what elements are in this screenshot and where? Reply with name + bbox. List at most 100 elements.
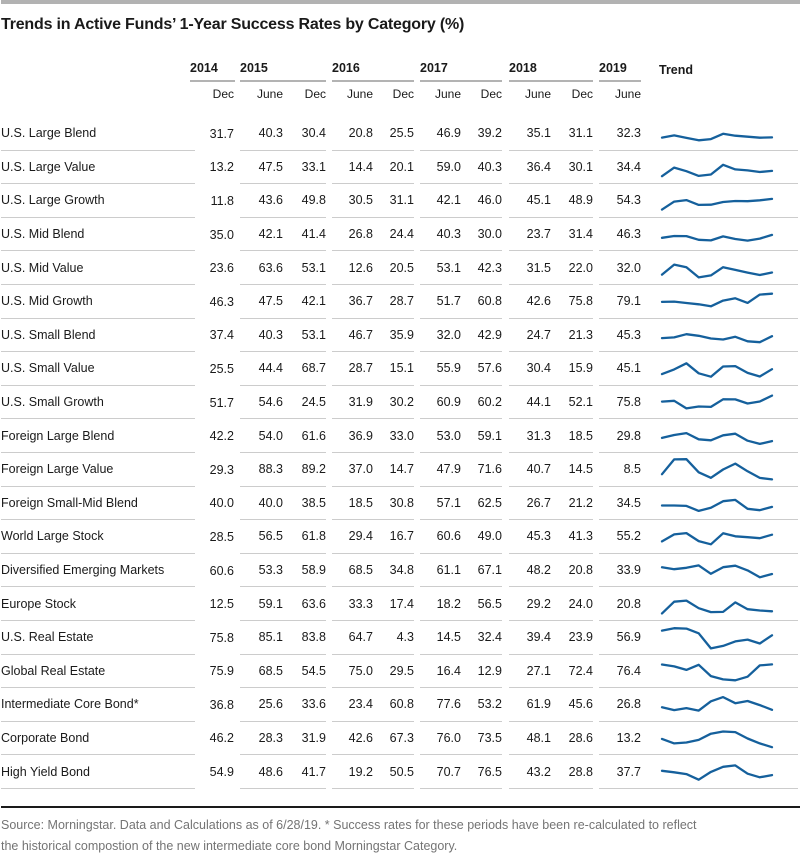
cell-value: 42.1 xyxy=(301,294,326,309)
value-pair-cell: 36.4 30.1 xyxy=(509,151,593,185)
value-pair-cell: 40.3 53.1 xyxy=(240,319,326,353)
value-pair-cell: 61.9 45.6 xyxy=(509,688,593,722)
value-pair-cell: 43.2 28.8 xyxy=(509,755,593,789)
cell-value: 56.9 xyxy=(616,630,641,645)
trend-cell xyxy=(659,555,775,585)
cell-gap xyxy=(502,319,509,353)
category-cell: U.S. Small Growth xyxy=(1,386,195,420)
cell-value: 52.1 xyxy=(568,395,593,410)
category-label: High Yield Bond xyxy=(1,764,90,779)
trend-sparkline xyxy=(660,458,774,481)
value-pair-cell: 70.7 76.5 xyxy=(420,755,502,789)
cell-value: 33.6 xyxy=(301,697,326,712)
cell-value: 47.9 xyxy=(436,462,461,477)
cell-value: 51.7 xyxy=(209,395,234,410)
month-pair: June Dec xyxy=(509,87,593,101)
cell-value: 68.5 xyxy=(348,563,373,578)
cell-gap xyxy=(502,688,509,722)
cell-value: 31.1 xyxy=(389,193,414,208)
value-pair-cell: 48.6 41.7 xyxy=(240,755,326,789)
category-label: Foreign Large Value xyxy=(1,462,114,477)
category-label: Intermediate Core Bond* xyxy=(1,697,139,712)
table-row: Global Real Estate 75.9 68.5 54.5 75.0 29.5 16… xyxy=(1,655,798,689)
trend-cell xyxy=(659,118,775,148)
cell-gap xyxy=(502,621,509,655)
cell-value: 36.9 xyxy=(348,428,373,443)
category-label: U.S. Mid Value xyxy=(1,260,84,275)
cell-value: 38.5 xyxy=(301,495,326,510)
cell-value: 37.7 xyxy=(616,764,641,779)
month-header-spacer xyxy=(1,87,195,101)
cell-value: 26.8 xyxy=(348,227,373,242)
category-label: U.S. Real Estate xyxy=(1,630,94,645)
cell-value: 75.8 xyxy=(209,630,234,645)
trend-cell xyxy=(659,421,775,451)
last-segment: 45.1 xyxy=(599,352,798,386)
last-segment: 13.2 xyxy=(599,722,798,756)
trend-cell xyxy=(659,286,775,316)
value-pair-cell: 14.4 20.1 xyxy=(332,151,414,185)
value-pair-cell: 44.4 68.7 xyxy=(240,352,326,386)
cell-value: 26.8 xyxy=(616,697,641,712)
trend-cell xyxy=(659,723,775,753)
cell-value: 24.4 xyxy=(389,227,414,242)
cell-value: 61.8 xyxy=(301,529,326,544)
category-cell: U.S. Large Growth xyxy=(1,184,195,218)
last-segment: 46.3 xyxy=(599,218,798,252)
cell-value: 43.6 xyxy=(258,193,283,208)
cell-value: 40.0 xyxy=(209,496,234,511)
table-row: Europe Stock 12.5 59.1 63.6 33.3 17.4 18.2 56.5… xyxy=(1,587,798,621)
month-label: Dec xyxy=(304,87,326,101)
cell-value: 70.7 xyxy=(436,764,461,779)
cell-value: 28.5 xyxy=(209,529,234,544)
year-group-label: 2019 xyxy=(599,61,641,82)
cell-value: 45.3 xyxy=(616,327,641,342)
cell-value: 41.7 xyxy=(301,764,326,779)
cell-value: 53.0 xyxy=(436,428,461,443)
cell-value: 63.6 xyxy=(301,596,326,611)
cell-value: 60.2 xyxy=(477,395,502,410)
table-body: U.S. Large Blend 31.7 40.3 30.4 20.8 25.5 46.9… xyxy=(1,117,798,789)
cell-gap xyxy=(502,520,509,554)
cell-value: 8.5 xyxy=(623,462,641,477)
category-cell: U.S. Large Blend xyxy=(1,117,195,151)
cell-value: 30.4 xyxy=(301,126,326,141)
cell-value: 37.4 xyxy=(209,328,234,343)
cell-value: 54.9 xyxy=(209,765,234,780)
cell-value: 35.0 xyxy=(209,227,234,242)
last-segment: 32.3 xyxy=(599,117,798,151)
cell-value: 33.3 xyxy=(348,596,373,611)
cell-value: 48.1 xyxy=(526,730,551,745)
table-row: U.S. Mid Value 23.6 63.6 53.1 12.6 20.5 53.1 42… xyxy=(1,251,798,285)
category-cell: Foreign Small-Mid Blend xyxy=(1,487,195,521)
trend-sparkline xyxy=(660,394,774,410)
cell-value: 54.5 xyxy=(301,663,326,678)
trend-sparkline xyxy=(660,292,774,308)
value-pair-cell: 54.6 24.5 xyxy=(240,386,326,420)
category-cell: High Yield Bond xyxy=(1,755,195,789)
value-pair-cell: 48.2 20.8 xyxy=(509,554,593,588)
trend-sparkline xyxy=(660,132,774,142)
value-pair-cell: 23.4 60.8 xyxy=(332,688,414,722)
category-cell: U.S. Small Blend xyxy=(1,319,195,353)
value-pair-cell: 33.3 17.4 xyxy=(332,587,414,621)
value-pair-cell: 88.3 89.2 xyxy=(240,453,326,487)
value-pair-cell: 37.0 14.7 xyxy=(332,453,414,487)
month-label: June xyxy=(614,87,641,101)
cell-value: 37.0 xyxy=(348,462,373,477)
category-cell: Diversified Emerging Markets xyxy=(1,554,195,588)
cell-value: 89.2 xyxy=(301,462,326,477)
trend-cell xyxy=(659,488,775,518)
cell-gap xyxy=(502,386,509,420)
category-cell: U.S. Small Value xyxy=(1,352,195,386)
trend-sparkline xyxy=(660,233,774,242)
cell-gap xyxy=(502,554,509,588)
cell-value: 12.6 xyxy=(348,260,373,275)
cell-value: 14.5 xyxy=(436,630,461,645)
cell-value: 20.8 xyxy=(348,126,373,141)
value-pair-cell: 40.3 30.4 xyxy=(240,117,326,151)
cell-value: 32.4 xyxy=(477,630,502,645)
value-pair-cell: 26.8 24.4 xyxy=(332,218,414,252)
cell-value: 45.3 xyxy=(526,529,551,544)
cell-value: 39.2 xyxy=(477,126,502,141)
